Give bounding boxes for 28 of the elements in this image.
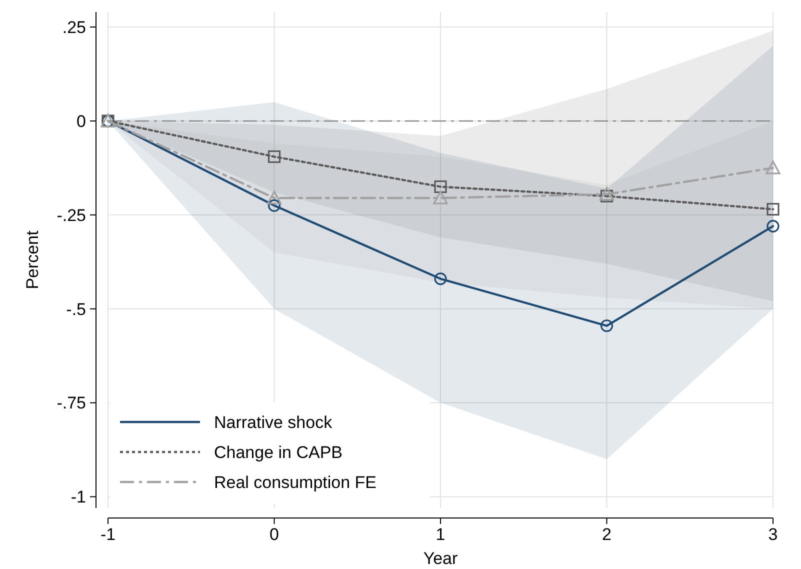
y-tick-label: -.5 bbox=[66, 300, 86, 319]
x-tick-label: -1 bbox=[100, 525, 116, 544]
y-tick-label: -.25 bbox=[56, 206, 86, 225]
x-tick-label: 3 bbox=[768, 525, 778, 544]
x-tick-label: 0 bbox=[270, 525, 279, 544]
x-tick-label: 2 bbox=[602, 525, 612, 544]
y-axis-title: Percent bbox=[23, 230, 42, 290]
y-tick-label: -1 bbox=[70, 488, 86, 507]
point bbox=[268, 150, 281, 163]
legend-label: Narrative shock bbox=[214, 412, 333, 432]
point bbox=[766, 220, 780, 232]
x-tick-label: 1 bbox=[436, 525, 446, 544]
point bbox=[266, 190, 282, 204]
point bbox=[433, 190, 448, 204]
y-tick-label: .25 bbox=[62, 18, 86, 37]
y-tick-label: 0 bbox=[76, 112, 86, 131]
point bbox=[599, 186, 614, 201]
point bbox=[600, 319, 614, 332]
y-tick-label: -.75 bbox=[56, 394, 86, 413]
legend-label: Change in CAPB bbox=[214, 442, 343, 462]
point bbox=[766, 202, 780, 216]
point bbox=[268, 199, 281, 212]
point bbox=[434, 272, 447, 286]
point bbox=[766, 160, 780, 174]
point bbox=[434, 180, 447, 194]
x-axis-title: Year bbox=[423, 549, 458, 568]
legend-label: Real consumption FE bbox=[214, 472, 377, 492]
point bbox=[600, 190, 614, 202]
